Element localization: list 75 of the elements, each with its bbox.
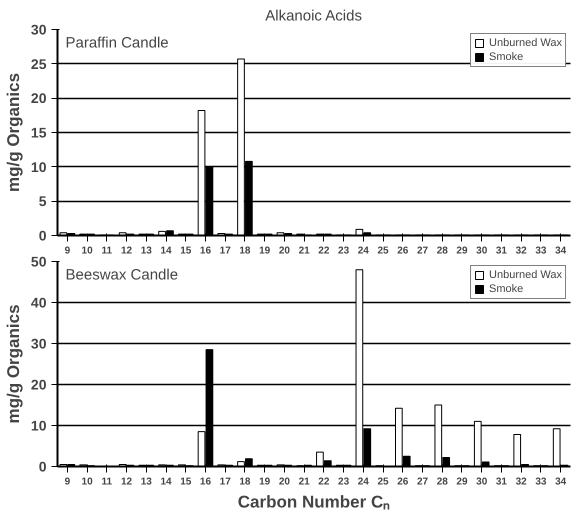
x-tick-label: 9 xyxy=(64,246,71,256)
x-tick-label: 26 xyxy=(397,476,409,488)
x-tick-label: 14 xyxy=(160,246,172,256)
y-tick-label: 30 xyxy=(30,22,47,38)
x-tick-label: 33 xyxy=(535,476,547,488)
x-tick-label: 18 xyxy=(239,246,251,256)
x-tick-label: 31 xyxy=(496,476,508,488)
x-tick-label: 15 xyxy=(180,246,192,256)
x-tick-label: 29 xyxy=(456,476,468,488)
x-tick-label: 17 xyxy=(220,476,232,488)
y-tick-label: 15 xyxy=(30,124,47,140)
x-tick-label: 22 xyxy=(318,246,330,256)
x-tick-label: 32 xyxy=(516,246,528,256)
y-tick-label: 25 xyxy=(30,56,47,72)
x-tick-label: 20 xyxy=(278,246,290,256)
x-tick-label: 34 xyxy=(555,246,567,256)
x-tick-label: 25 xyxy=(377,476,390,488)
y-axis-title: mg/g Organics xyxy=(4,304,23,424)
y-tick-label: 30 xyxy=(30,336,47,352)
x-tick-label: 29 xyxy=(456,246,468,256)
x-tick-label: 9 xyxy=(64,476,71,488)
y-tick-label: 10 xyxy=(30,158,47,175)
legend-label: Unburned Wax xyxy=(489,269,562,281)
x-tick-label: 27 xyxy=(416,246,429,256)
legend-label: Unburned Wax xyxy=(489,37,562,49)
x-tick-label: 33 xyxy=(535,246,547,256)
x-tick-label: 19 xyxy=(259,476,271,488)
x-tick-label: 22 xyxy=(318,476,330,488)
legend-label: Smoke xyxy=(489,283,524,295)
x-tick-label: 16 xyxy=(200,246,212,256)
x-tick-label: 19 xyxy=(259,246,271,256)
x-tick-label: 24 xyxy=(358,246,370,256)
x-tick-label: 24 xyxy=(358,476,370,488)
x-tick-label: 23 xyxy=(338,476,350,488)
y-tick-label: 20 xyxy=(30,90,47,106)
x-tick-label: 30 xyxy=(476,476,488,488)
legend-label: Smoke xyxy=(489,51,524,63)
x-tick-label: 10 xyxy=(82,246,94,256)
x-tick-label: 12 xyxy=(120,476,133,488)
x-tick-label: 15 xyxy=(180,476,192,488)
x-tick-label: 12 xyxy=(120,246,133,256)
x-tick-label: 31 xyxy=(496,246,508,256)
x-tick-label: 11 xyxy=(102,246,113,256)
y-tick-label: 50 xyxy=(30,254,47,270)
y-tick-label: 0 xyxy=(38,228,47,244)
y-tick-label: 10 xyxy=(30,418,47,434)
x-tick-label: 28 xyxy=(436,476,448,488)
x-tick-label: 27 xyxy=(416,476,429,488)
x-tick-label: 28 xyxy=(436,246,448,256)
y-tick-label: 20 xyxy=(30,376,47,392)
x-tick-label: 17 xyxy=(220,246,232,256)
x-tick-label: 16 xyxy=(200,476,212,488)
x-tick-label: 18 xyxy=(239,476,251,488)
x-tick-label: 23 xyxy=(338,246,350,256)
x-tick-label: 32 xyxy=(516,476,528,488)
annotation: Beeswax Candle xyxy=(66,266,178,284)
x-tick-label: 13 xyxy=(140,476,152,488)
y-tick-label: 5 xyxy=(38,193,47,210)
x-tick-label: 14 xyxy=(160,476,172,488)
chart-title: Alkanoic Acids xyxy=(265,8,362,24)
x-tick-label: 21 xyxy=(298,476,310,488)
x-tick-label: 11 xyxy=(102,476,113,488)
x-tick-label: 21 xyxy=(298,246,310,256)
x-tick-label: 34 xyxy=(555,476,567,488)
x-tick-label: 26 xyxy=(397,246,409,256)
y-axis-title: mg/g Organics xyxy=(4,72,23,192)
x-tick-label: 10 xyxy=(82,476,94,488)
x-tick-label: 13 xyxy=(140,246,152,256)
x-tick-label: 30 xyxy=(476,246,488,256)
annotation: Paraffin Candle xyxy=(66,34,169,52)
x-axis-title: Carbon Number Cₙ xyxy=(238,492,390,512)
x-tick-label: 25 xyxy=(377,246,390,256)
y-tick-label: 40 xyxy=(30,294,47,310)
y-tick-label: 0 xyxy=(38,458,47,474)
x-tick-label: 20 xyxy=(278,476,290,488)
